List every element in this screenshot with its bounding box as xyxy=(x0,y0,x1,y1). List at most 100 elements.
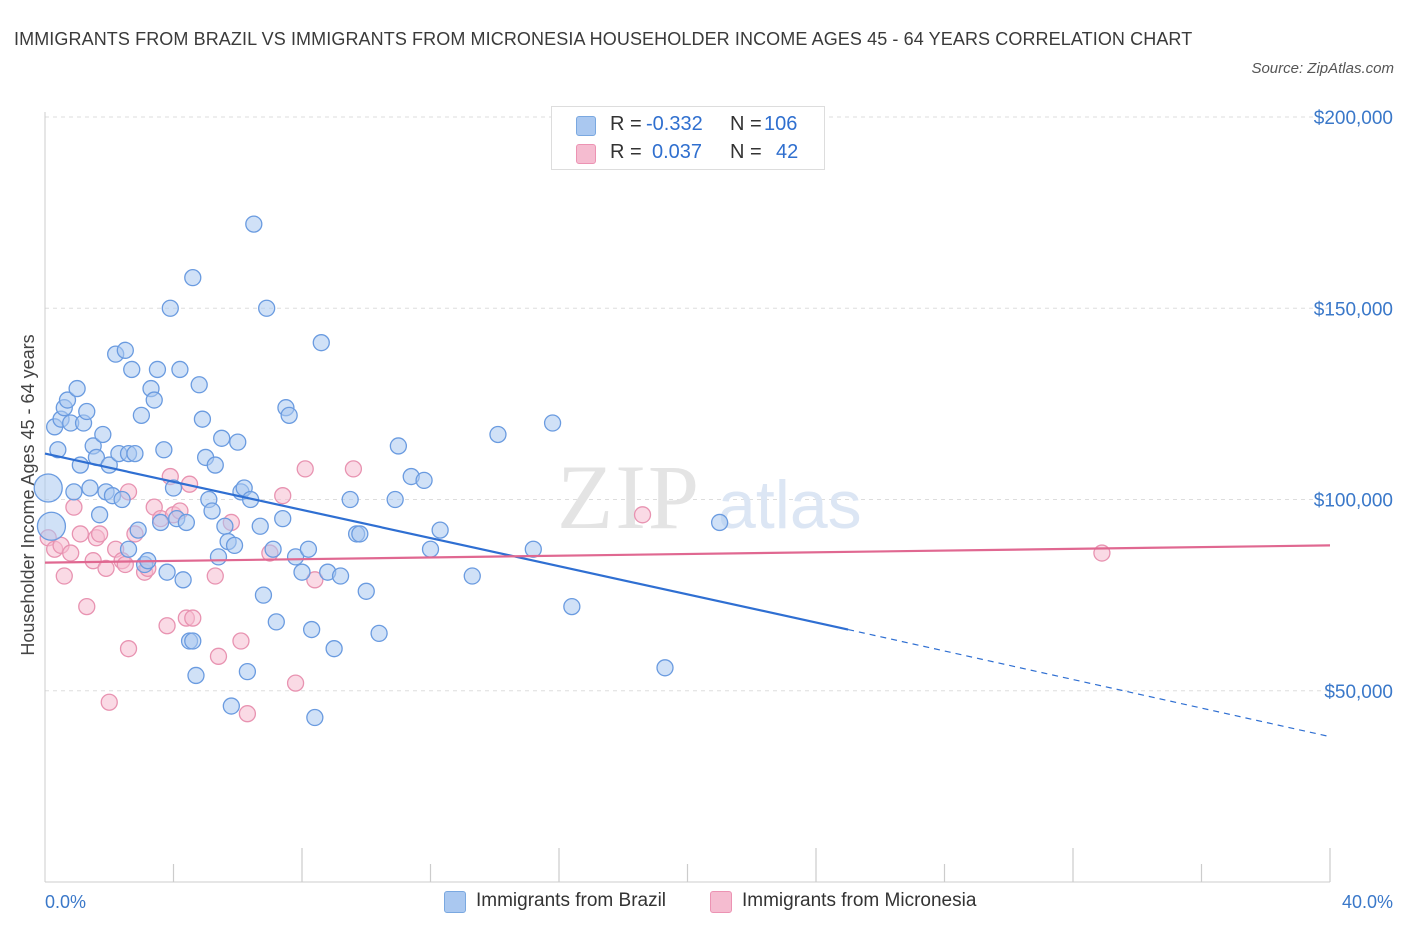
legend-label-brazil: Immigrants from Brazil xyxy=(476,890,667,911)
brazil-point xyxy=(306,708,324,727)
micronesia-point xyxy=(232,632,250,650)
legend-swatch-brazil xyxy=(576,116,596,136)
micronesia-point xyxy=(119,640,138,658)
brazil-point xyxy=(209,548,228,566)
watermark: ZIP atlas xyxy=(557,446,862,548)
y-axis-label: Householder Income Ages 45 - 64 years xyxy=(18,334,38,655)
y-tick-label: $150,000 xyxy=(1314,299,1393,320)
y-tick-label: $200,000 xyxy=(1314,108,1393,129)
micronesia-point xyxy=(116,555,134,574)
micronesia-point xyxy=(238,705,257,723)
micronesia-point xyxy=(633,506,652,524)
brazil-point xyxy=(161,299,179,317)
brazil-point xyxy=(299,540,318,558)
brazil-point xyxy=(463,567,481,585)
brazil-point xyxy=(58,391,77,409)
x-tick-label-min: 0.0% xyxy=(45,892,86,912)
brazil-point xyxy=(274,509,292,528)
micronesia-point xyxy=(184,609,202,627)
watermark-zip: ZIP xyxy=(557,446,701,548)
brazil-point xyxy=(710,513,729,532)
brazil-point xyxy=(421,540,440,558)
brazil-point xyxy=(213,429,231,447)
y-tick-label: $50,000 xyxy=(1324,682,1393,703)
legend-r-label: R = xyxy=(610,113,642,135)
brazil-point xyxy=(331,567,350,585)
brazil-point xyxy=(312,334,330,352)
micronesia-point xyxy=(100,693,118,711)
brazil-point xyxy=(203,502,221,520)
micronesia-point xyxy=(62,544,80,562)
micronesia-point xyxy=(274,487,292,505)
brazil-point xyxy=(370,624,388,643)
brazil-point xyxy=(164,479,183,497)
brazil-point xyxy=(222,697,240,715)
brazil-point xyxy=(238,662,257,681)
micronesia-point xyxy=(209,647,228,665)
micronesia-point xyxy=(55,567,73,585)
micronesia-point xyxy=(71,525,89,543)
brazil-point xyxy=(33,473,63,503)
x-tick-label-max: 40.0% xyxy=(1342,892,1393,912)
micronesia-point xyxy=(306,571,324,589)
micronesia-point xyxy=(90,525,109,543)
brazil-point xyxy=(543,414,562,432)
brazil-point xyxy=(148,360,167,379)
legend-r-value: 0.037 xyxy=(652,141,703,163)
grid-lines xyxy=(45,116,1330,692)
y-tick-label: $100,000 xyxy=(1314,491,1393,512)
legend-label-micronesia: Immigrants from Micronesia xyxy=(742,890,977,911)
brazil-point xyxy=(113,490,131,509)
micronesia-point xyxy=(296,460,314,478)
micronesia-point xyxy=(65,498,83,516)
brazil-point xyxy=(90,506,109,524)
legend-swatch-brazil xyxy=(444,891,466,913)
brazil-point xyxy=(116,341,134,359)
brazil-point xyxy=(264,540,282,558)
watermark-atlas: atlas xyxy=(718,467,862,543)
micronesia-point xyxy=(158,617,176,635)
brazil-point xyxy=(151,513,170,532)
micronesia-point xyxy=(78,597,96,616)
brazil-point xyxy=(293,563,311,581)
brazil-point xyxy=(302,620,321,639)
brazil-point xyxy=(155,441,173,459)
legend-swatch-micronesia xyxy=(576,144,596,164)
brazil-point xyxy=(489,425,507,444)
brazil-points xyxy=(33,215,729,727)
legend-n-value: 106 xyxy=(764,113,798,135)
brazil-point xyxy=(174,571,192,589)
brazil-point xyxy=(229,433,247,451)
y-tick-labels: $50,000 $100,000 $150,000 $200,000 xyxy=(1314,108,1393,703)
brazil-point xyxy=(184,632,202,650)
brazil-point xyxy=(190,376,208,394)
brazil-trend-extension xyxy=(847,628,1331,738)
brazil-point xyxy=(206,456,224,474)
brazil-point xyxy=(123,360,141,379)
legend-r-value: -0.332 xyxy=(646,113,703,135)
brazil-point xyxy=(245,215,263,233)
legend-r-label: R = xyxy=(610,141,642,163)
brazil-point xyxy=(351,525,369,543)
micronesia-point xyxy=(97,559,115,577)
micronesia-point xyxy=(286,674,305,692)
brazil-point xyxy=(280,406,298,425)
brazil-point xyxy=(431,521,449,539)
brazil-point xyxy=(158,563,176,581)
brazil-point xyxy=(126,444,144,463)
legend-swatch-micronesia xyxy=(710,891,732,913)
brazil-point xyxy=(357,582,375,600)
brazil-point xyxy=(193,410,212,428)
brazil-point xyxy=(132,406,151,425)
brazil-point xyxy=(656,659,674,677)
source-note: Source: ZipAtlas.com xyxy=(1251,60,1394,77)
brazil-point xyxy=(81,479,99,497)
micronesia-point xyxy=(344,460,363,478)
brazil-point xyxy=(325,640,343,658)
brazil-point xyxy=(286,548,305,566)
brazil-point xyxy=(254,586,273,604)
micronesia-point xyxy=(84,552,102,570)
brazil-point xyxy=(68,379,86,398)
brazil-point xyxy=(258,299,276,317)
